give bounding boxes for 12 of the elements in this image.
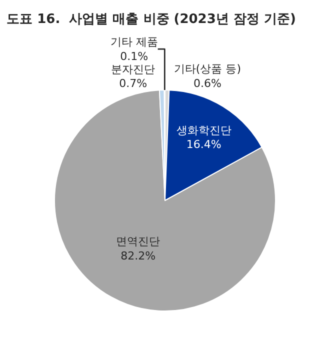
slice-label: 분자진단	[111, 62, 156, 76]
chart-title: 도표 16. 사업별 매출 비중 (2023년 잠정 기준)	[6, 12, 296, 28]
slice-label: 기타 제품	[110, 35, 158, 48]
slice-label: 생화학진단	[176, 124, 232, 137]
data-label: 0.1%	[120, 50, 148, 63]
data-label: 0.7%	[119, 77, 148, 90]
data-label: 0.6%	[193, 77, 222, 90]
data-label: 82.2%	[120, 249, 156, 262]
slice-label: 면역진단	[116, 235, 160, 248]
data-label: 16.4%	[186, 138, 222, 152]
slice-label: 기타(상품 등)	[174, 62, 241, 76]
pie-slice	[54, 90, 276, 312]
